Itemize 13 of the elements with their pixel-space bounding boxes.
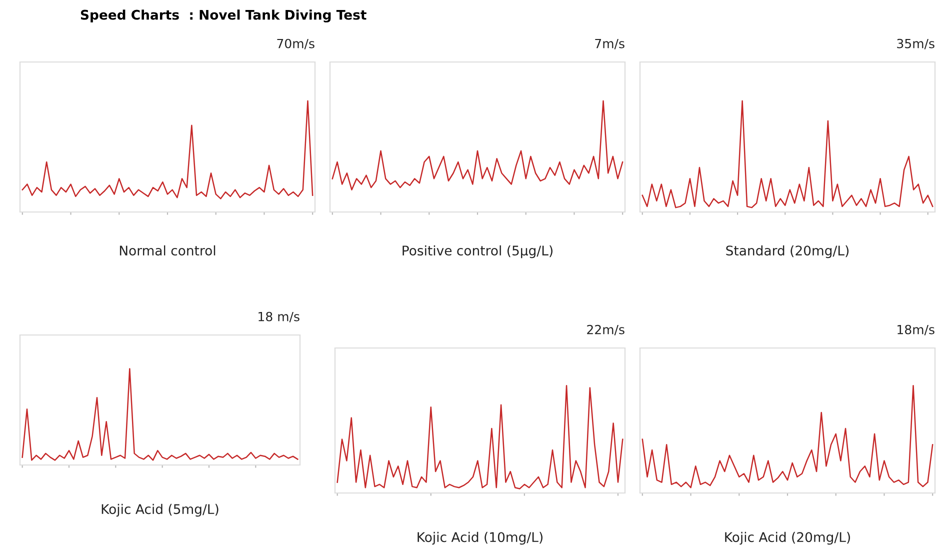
x-axis-title: Normal control xyxy=(120,245,216,256)
chart-title: 18m/s xyxy=(898,324,934,336)
x-axis-title: Kojic Acid (20mg/L) xyxy=(725,532,850,545)
x-axis-title: Kojic Acid (5mg/L) xyxy=(102,504,218,517)
text: Speed Charts : Novel Tank Diving Test xyxy=(80,10,366,22)
chart-title: 18 m/s xyxy=(258,312,300,322)
x-axis-title: Kojic Acid (10mg/L) xyxy=(418,532,542,545)
chart-title: 35m/s xyxy=(897,38,934,50)
x-axis-title: Positive control (5µg/L) xyxy=(402,245,552,258)
chart-title: 7m/s xyxy=(595,39,624,50)
chart-title: 70m/s xyxy=(277,38,314,50)
x-axis-title: Standard (20mg/L) xyxy=(726,245,849,258)
chart-title: 22m/s xyxy=(587,324,624,336)
